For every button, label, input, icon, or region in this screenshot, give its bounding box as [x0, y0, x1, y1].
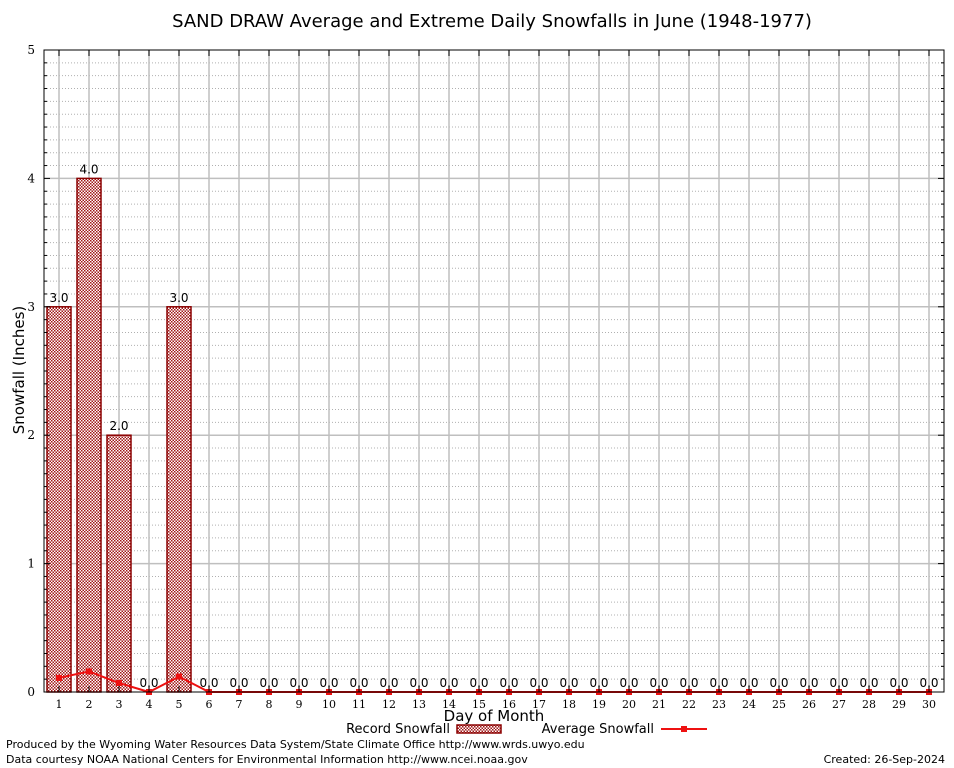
- x-tick-label: 17: [532, 698, 546, 711]
- bar-value-label: 0.0: [919, 676, 938, 690]
- bar-value-label: 0.0: [229, 676, 248, 690]
- x-tick-label: 11: [352, 698, 366, 711]
- x-tick-label: 12: [382, 698, 396, 711]
- legend-average-label: Average Snowfall: [542, 722, 654, 737]
- x-tick-label: 25: [772, 698, 786, 711]
- bar-value-label: 0.0: [379, 676, 398, 690]
- bar-value-label: 0.0: [259, 676, 278, 690]
- x-tick-label: 1: [56, 698, 63, 711]
- x-tick-label: 18: [562, 698, 576, 711]
- bar-value-label: 0.0: [679, 676, 698, 690]
- x-tick-label: 10: [322, 698, 336, 711]
- legend-average-marker: [681, 726, 687, 732]
- x-tick-label: 15: [472, 698, 486, 711]
- x-tick-label: 6: [206, 698, 213, 711]
- average-point: [56, 674, 62, 681]
- bar-value-label: 3.0: [49, 291, 68, 305]
- x-tick-label: 20: [622, 698, 636, 711]
- y-axis-label: Snowfall (Inches): [10, 306, 28, 434]
- bar-value-label: 0.0: [889, 676, 908, 690]
- bar-value-label: 0.0: [589, 676, 608, 690]
- y-tick-label: 3: [27, 300, 35, 314]
- y-tick-label: 4: [27, 171, 35, 185]
- bar-value-label: 0.0: [859, 676, 878, 690]
- bar-value-label: 0.0: [139, 676, 158, 690]
- x-tick-label: 8: [266, 698, 273, 711]
- bar-value-label: 0.0: [439, 676, 458, 690]
- x-tick-label: 21: [652, 698, 666, 711]
- x-tick-label: 16: [502, 698, 516, 711]
- x-tick-label: 28: [862, 698, 876, 711]
- x-tick-label: 24: [742, 698, 756, 711]
- bar-value-label: 0.0: [529, 676, 548, 690]
- x-tick-label: 5: [176, 698, 183, 711]
- bar-value-label: 0.0: [199, 676, 218, 690]
- bar-value-label: 4.0: [79, 162, 98, 176]
- footer-produced-by: Produced by the Wyoming Water Resources …: [6, 738, 585, 751]
- bar-value-label: 0.0: [559, 676, 578, 690]
- record-bar: [46, 306, 72, 693]
- bar-value-label: 0.0: [349, 676, 368, 690]
- record-bar: [76, 177, 102, 693]
- legend-record-label: Record Snowfall: [346, 722, 450, 737]
- x-tick-label: 7: [236, 698, 243, 711]
- footer-created: Created: 26-Sep-2024: [823, 753, 945, 766]
- x-tick-label: 22: [682, 698, 696, 711]
- bar-value-label: 3.0: [169, 291, 188, 305]
- bar-value-label: 0.0: [409, 676, 428, 690]
- x-tick-label: 19: [592, 698, 606, 711]
- x-tick-label: 13: [412, 698, 426, 711]
- average-point: [176, 673, 182, 680]
- bar-value-label: 0.0: [799, 676, 818, 690]
- bar-value-label: 0.0: [649, 676, 668, 690]
- bar-value-label: 0.0: [709, 676, 728, 690]
- bar-value-label: 2.0: [109, 419, 128, 433]
- x-tick-label: 26: [802, 698, 816, 711]
- bar-value-label: 0.0: [469, 676, 488, 690]
- x-tick-label: 3: [116, 698, 123, 711]
- x-tick-label: 9: [296, 698, 303, 711]
- y-tick-label: 2: [27, 428, 35, 442]
- record-bar: [106, 434, 132, 693]
- x-tick-label: 29: [892, 698, 906, 711]
- x-tick-label: 30: [922, 698, 936, 711]
- bar-value-label: 0.0: [289, 676, 308, 690]
- bar-value-label: 0.0: [319, 676, 338, 690]
- bar-value-label: 0.0: [499, 676, 518, 690]
- footer-data-courtesy: Data courtesy NOAA National Centers for …: [6, 753, 528, 766]
- x-tick-label: 4: [146, 698, 153, 711]
- legend-record-swatch: [456, 724, 502, 734]
- y-tick-label: 1: [27, 557, 35, 571]
- y-tick-label: 5: [27, 43, 35, 57]
- x-tick-label: 27: [832, 698, 846, 711]
- y-tick-label: 0: [27, 685, 35, 699]
- legend: Record Snowfall Average Snowfall: [346, 722, 707, 737]
- bar-value-label: 0.0: [829, 676, 848, 690]
- average-point: [116, 680, 122, 687]
- data-labels: 3.0 4.0 2.0 0.0 3.0 0.0 0.0 0.0 0.0 0.0 0.0 0.0 0.0 0…: [49, 162, 938, 690]
- bar-value-label: 0.0: [769, 676, 788, 690]
- grid: [44, 50, 944, 692]
- x-tick-label: 14: [442, 698, 456, 711]
- x-axis-label: Day of Month: [444, 707, 545, 725]
- x-tick-label: 23: [712, 698, 726, 711]
- chart-title: SAND DRAW Average and Extreme Daily Snow…: [172, 11, 812, 32]
- bar-value-label: 0.0: [739, 676, 758, 690]
- bar-value-label: 0.0: [619, 676, 638, 690]
- average-point: [86, 668, 92, 675]
- record-bar: [166, 306, 192, 693]
- x-tick-label: 2: [86, 698, 93, 711]
